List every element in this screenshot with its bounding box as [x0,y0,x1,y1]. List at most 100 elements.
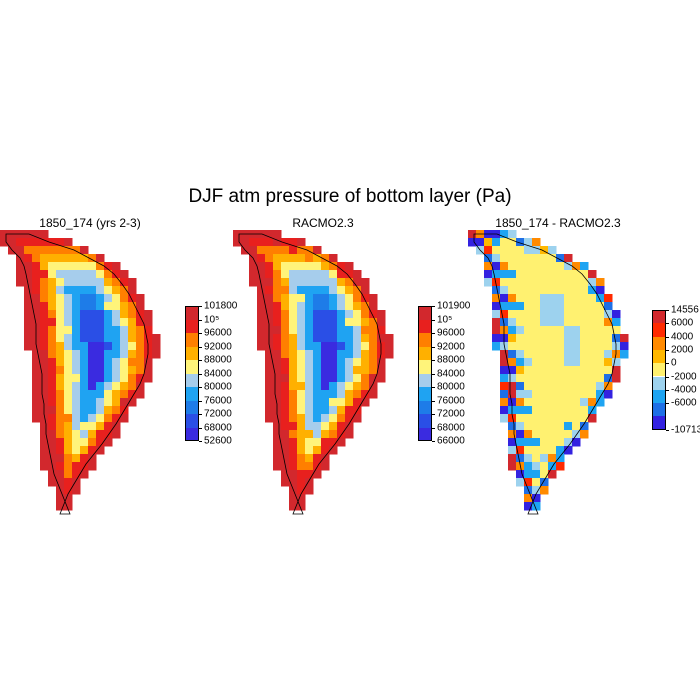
map-grid-cell [313,382,322,391]
map-grid-cell [508,414,517,423]
map-grid-cell [484,262,493,271]
map-grid-cell [305,318,314,327]
map-grid-cell [257,334,266,343]
map-grid-cell [32,382,41,391]
map-grid-cell [72,310,81,319]
map-grid-cell [321,406,330,415]
map-grid-cell [508,294,517,303]
map-grid-cell [128,398,137,407]
map-grid-cell [265,358,274,367]
map-grid-cell [128,310,137,319]
map-grid-cell [353,334,362,343]
map-grid-cell [40,430,49,439]
map-grid-cell [556,358,565,367]
map-grid-cell [329,278,338,287]
map-grid-cell [524,246,533,255]
map-grid-cell [273,286,282,295]
map-grid-cell [313,246,322,255]
map-grid-cell [516,454,525,463]
map-grid-cell [524,238,533,247]
map-grid-cell [305,430,314,439]
map-grid-cell [596,390,605,399]
map-grid-cell [273,350,282,359]
map-grid-cell [112,318,121,327]
map-grid-cell [516,326,525,335]
map-grid-cell [80,398,89,407]
map-grid-cell [580,326,589,335]
map-grid-cell [265,246,274,255]
map-grid-cell [8,238,17,247]
map-grid-cell [532,326,541,335]
map-grid-cell [24,334,33,343]
map-grid-cell [80,438,89,447]
map-grid-cell [508,310,517,319]
map-grid-cell [556,302,565,311]
map-grid-cell [572,294,581,303]
map-grid-cell [281,286,290,295]
map-grid-cell [40,454,49,463]
map-grid-cell [596,318,605,327]
map-grid-cell [564,382,573,391]
map-grid-cell [532,302,541,311]
map-grid-cell [508,246,517,255]
map-grid-cell [112,310,121,319]
map-grid-cell [580,342,589,351]
map-grid-cell [56,326,65,335]
map-grid-cell [540,414,549,423]
map-grid-cell [72,326,81,335]
map-grid-cell [104,406,113,415]
map-grid-cell [48,286,57,295]
map-grid-cell [532,342,541,351]
map-grid-cell [289,358,298,367]
map-grid-cell [104,318,113,327]
map-grid-cell [377,318,386,327]
map-grid-cell [48,422,57,431]
map-grid-cell [572,326,581,335]
map-grid-cell [297,318,306,327]
map-grid-cell [588,278,597,287]
map-grid-cell [257,294,266,303]
map-grid-cell [136,326,145,335]
map-grid-cell [96,382,105,391]
map-grid-cell [88,326,97,335]
map-grid-cell [56,414,65,423]
map-grid-cell [120,310,129,319]
map-grid-cell [88,382,97,391]
map-grid-cell [500,398,509,407]
colorbar-cell [418,414,432,428]
map-grid-cell [345,382,354,391]
map-grid-cell [289,302,298,311]
map-grid-cell [588,270,597,279]
map-grid-cell [564,262,573,271]
map-grid-cell [492,326,501,335]
map-grid-cell [112,278,121,287]
map-grid-cell [120,414,129,423]
map-grid-cell [64,334,73,343]
colorbar-label: 6000 [671,317,694,329]
map-grid-cell [265,350,274,359]
map-grid-cell [540,270,549,279]
map-grid-cell [588,366,597,375]
map-grid-cell [88,342,97,351]
map-grid-cell [377,326,386,335]
map-grid-cell [572,334,581,343]
map-grid-cell [468,238,477,247]
map-grid-cell [96,414,105,423]
map-grid-cell [305,406,314,415]
map-grid-cell [72,342,81,351]
map-grid-cell [572,278,581,287]
map-grid-cell [88,438,97,447]
map-grid-cell [353,278,362,287]
map-grid-cell [524,374,533,383]
map-grid-cell [329,294,338,303]
map-grid-cell [524,294,533,303]
map-grid-cell [104,398,113,407]
map-grid-cell [0,238,9,247]
map-grid-cell [56,454,65,463]
map-grid-cell [64,310,73,319]
map-grid-cell [281,414,290,423]
colorbar-label: 72000 [204,408,232,420]
map-grid-cell [273,310,282,319]
map-grid-cell [540,350,549,359]
map-grid-cell [88,374,97,383]
